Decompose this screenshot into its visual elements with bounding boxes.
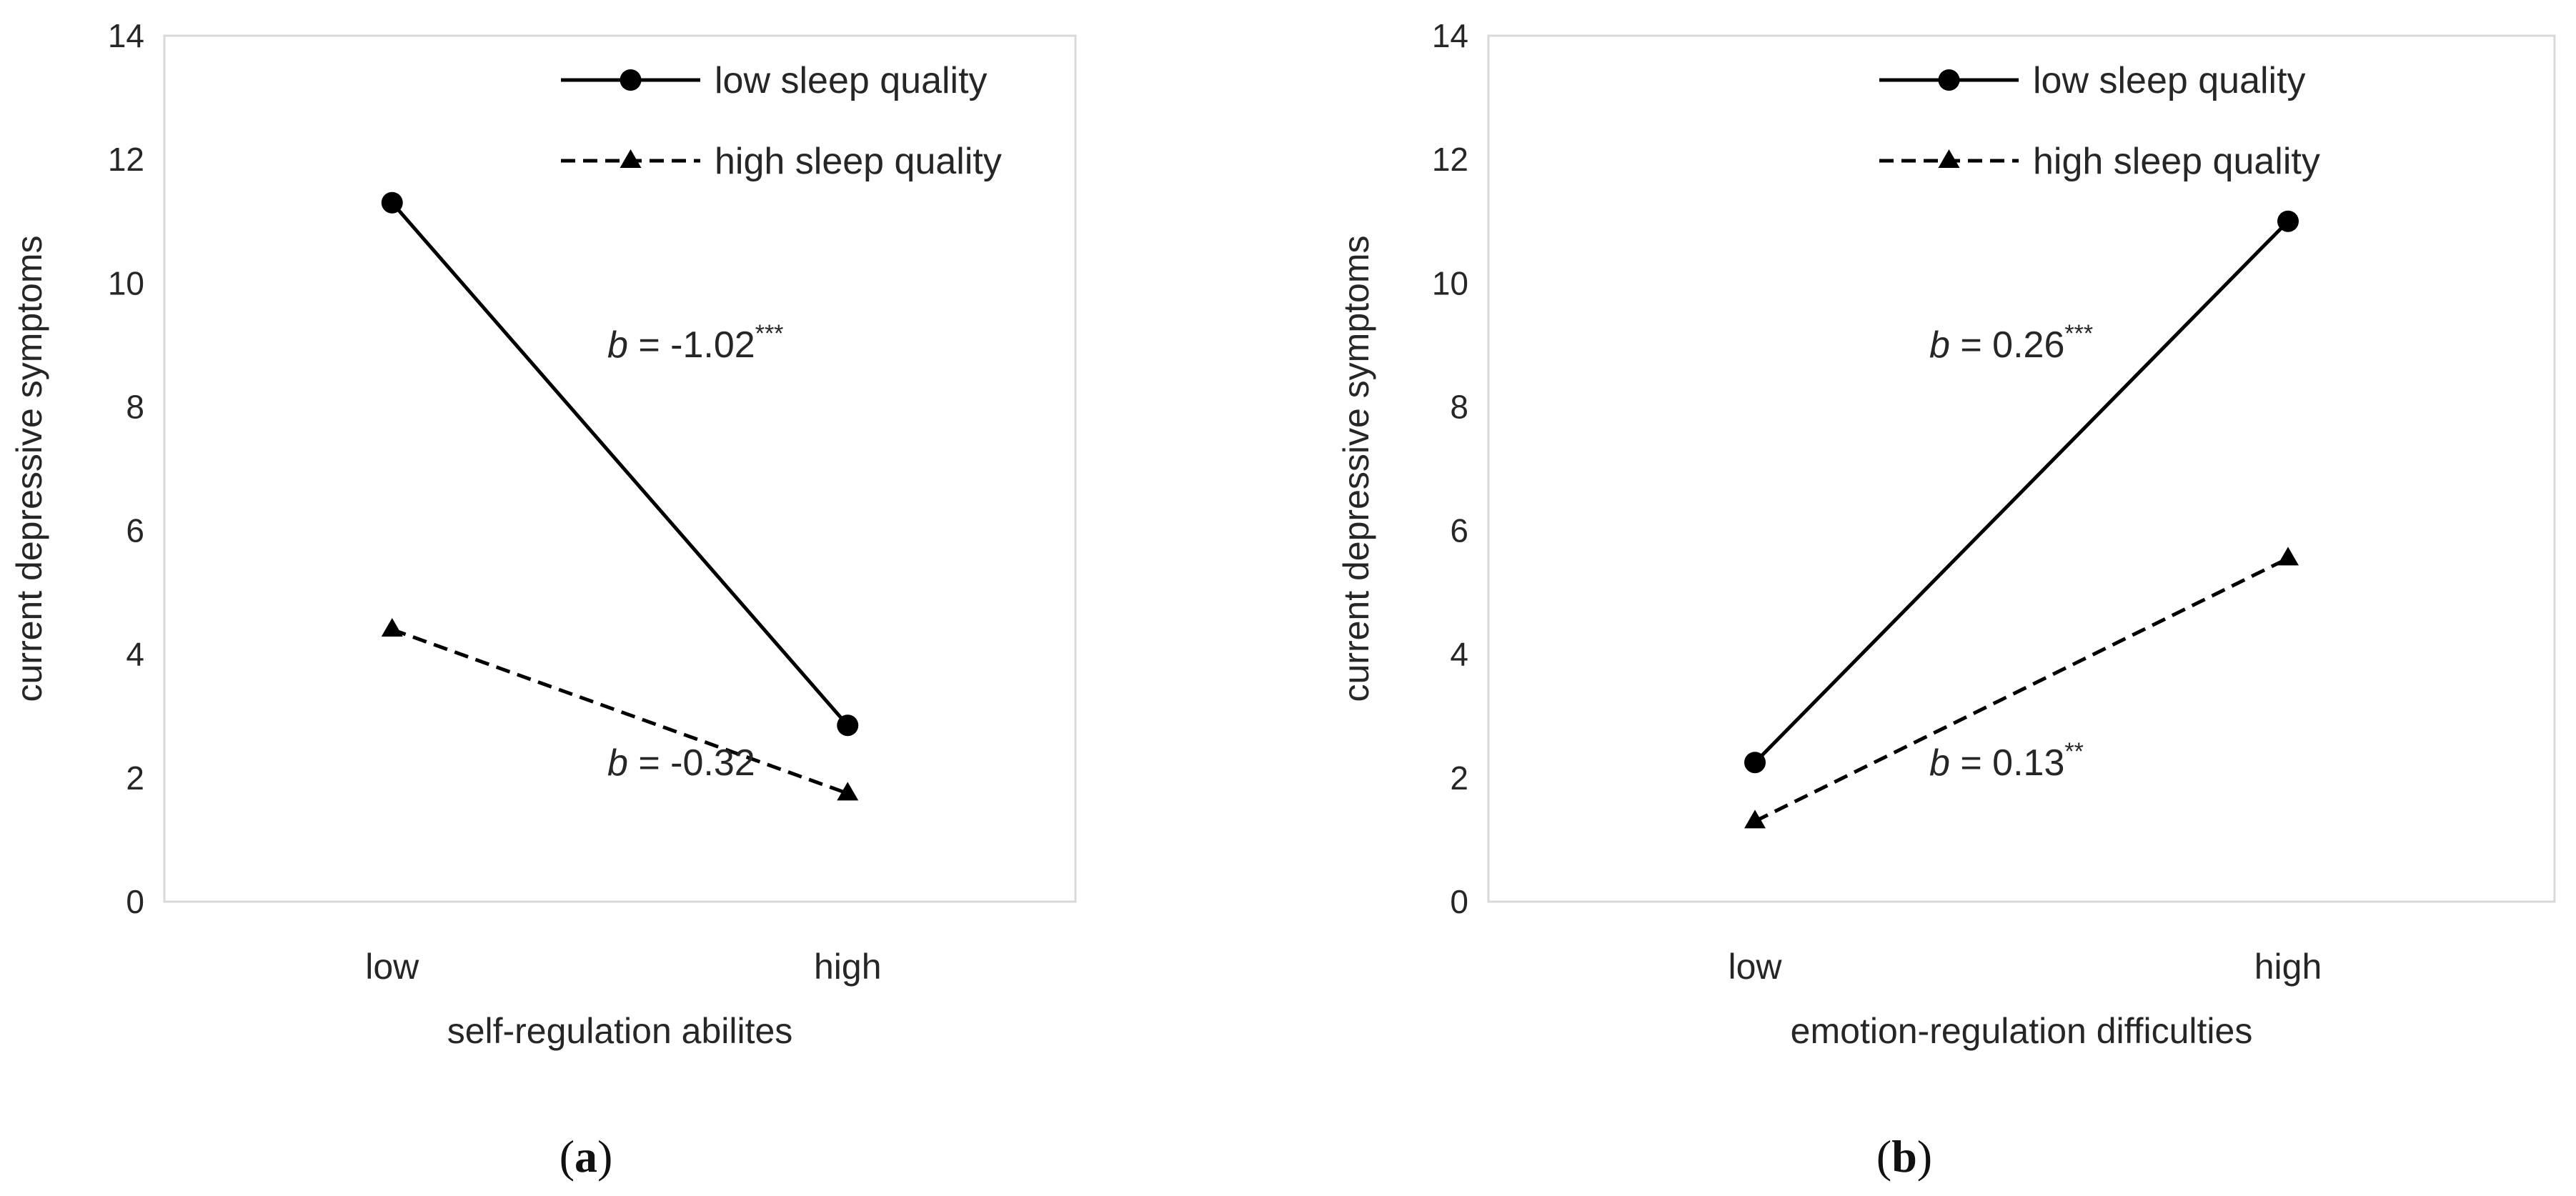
slope-annotation: b = 0.26*** xyxy=(1929,320,2093,366)
y-tick-label: 10 xyxy=(1432,264,1468,302)
data-point-triangle xyxy=(2277,547,2299,566)
y-tick-label: 4 xyxy=(1450,636,1468,673)
y-tick-label: 2 xyxy=(126,759,144,797)
data-point-circle xyxy=(381,191,403,214)
caption-paren-open: ( xyxy=(560,1131,575,1182)
plot-area xyxy=(1487,34,2556,903)
y-axis-label: current depressive symptoms xyxy=(1336,235,1376,702)
legend-marker-triangle xyxy=(620,149,642,168)
slope-annotation: b = -0.32 xyxy=(607,742,755,784)
significance-stars: ** xyxy=(2064,738,2083,765)
slope-symbol: b xyxy=(1929,742,1950,784)
x-axis-label: emotion-regulation difficulties xyxy=(1791,1011,2253,1051)
x-tick-label-high: high xyxy=(2254,947,2322,987)
x-axis-label: self-regulation abilites xyxy=(447,1011,793,1051)
data-point-circle xyxy=(1744,752,1766,774)
caption-paren-open: ( xyxy=(1876,1131,1891,1182)
legend-label: high sleep quality xyxy=(715,141,1002,182)
y-tick-label: 12 xyxy=(108,141,144,178)
caption-letter: a xyxy=(575,1131,597,1182)
y-tick-label: 0 xyxy=(1450,883,1468,920)
caption-letter: b xyxy=(1891,1131,1917,1182)
x-tick-label-low: low xyxy=(1728,947,1782,987)
legend-label: low sleep quality xyxy=(2033,60,2306,101)
y-tick-label: 0 xyxy=(126,883,144,920)
plot-area xyxy=(163,34,1077,903)
series-line-low-sleep-quality xyxy=(390,201,850,727)
slope-value: = -1.02 xyxy=(628,324,755,366)
y-tick-label: 10 xyxy=(108,264,144,302)
slope-symbol: b xyxy=(1929,324,1950,366)
slope-value: = -0.32 xyxy=(628,742,755,784)
slope-value: = 0.26 xyxy=(1950,324,2064,366)
legend-marker-circle xyxy=(620,69,642,91)
series-line-low-sleep-quality xyxy=(1754,219,2289,764)
data-point-triangle xyxy=(837,782,859,801)
legend-marker-triangle xyxy=(1938,149,1960,168)
y-tick-label: 6 xyxy=(1450,512,1468,549)
x-tick-label-low: low xyxy=(365,947,419,987)
y-tick-label: 8 xyxy=(1450,388,1468,425)
legend-label: high sleep quality xyxy=(2033,141,2320,182)
panel-caption: (b) xyxy=(1876,1131,1932,1182)
y-tick-label: 14 xyxy=(1432,17,1468,54)
y-tick-label: 12 xyxy=(1432,141,1468,178)
y-tick-label: 4 xyxy=(126,636,144,673)
slope-symbol: b xyxy=(607,742,628,784)
y-tick-label: 14 xyxy=(108,17,144,54)
y-tick-label: 8 xyxy=(126,388,144,425)
slope-value: = 0.13 xyxy=(1950,742,2064,784)
data-point-triangle xyxy=(1744,809,1766,829)
caption-paren-close: ) xyxy=(597,1131,612,1182)
significance-stars: *** xyxy=(755,320,784,347)
series-line-high-sleep-quality xyxy=(1754,557,2289,823)
y-tick-label: 6 xyxy=(126,512,144,549)
data-point-circle xyxy=(837,714,859,737)
significance-stars: *** xyxy=(2064,320,2093,347)
panel-caption: (a) xyxy=(560,1131,613,1182)
chart-panel-a: 0 2 4 6 8 10 12 14 low high self-regulation abilit… xyxy=(9,17,1077,1182)
series-line-high-sleep-quality xyxy=(391,627,849,795)
slope-annotation: b = 0.13** xyxy=(1929,738,2084,784)
legend-marker-circle xyxy=(1938,69,1960,91)
legend-label: low sleep quality xyxy=(715,60,988,101)
x-tick-label-high: high xyxy=(814,947,882,987)
caption-paren-close: ) xyxy=(1917,1131,1932,1182)
y-axis-label: current depressive symptoms xyxy=(9,235,49,702)
data-point-triangle xyxy=(381,617,403,637)
slope-annotation: b = -1.02*** xyxy=(607,320,783,366)
data-point-circle xyxy=(2277,210,2299,232)
y-tick-label: 2 xyxy=(1450,759,1468,797)
slope-symbol: b xyxy=(607,324,628,366)
